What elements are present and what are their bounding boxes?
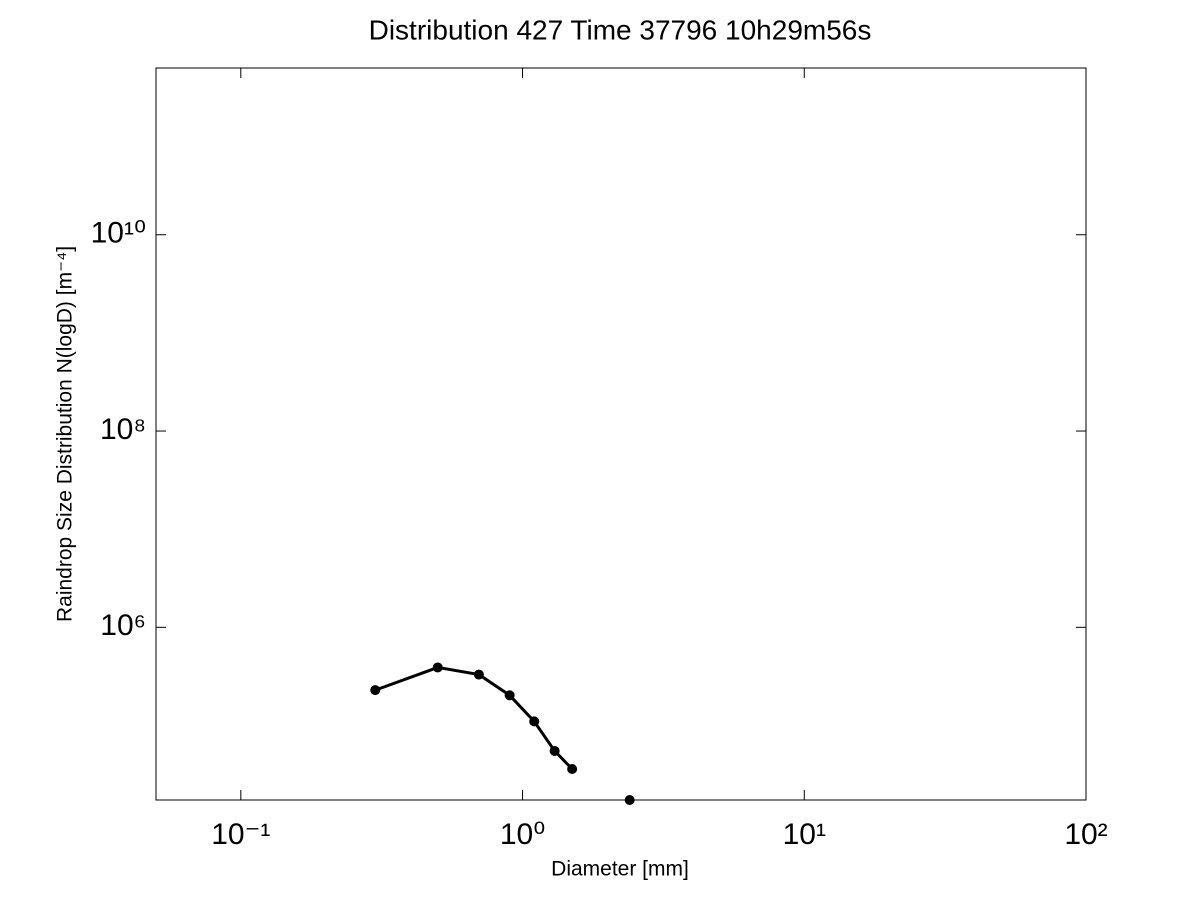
chart-title: Distribution 427 Time 37796 10h29m56s [369,14,872,45]
x-axis-label: Diameter [mm] [551,858,689,881]
data-point [549,745,560,756]
x-tick-label: 10⁻¹ [211,818,270,851]
data-point [432,662,443,673]
plot-frame [155,67,1087,801]
y-tick-label: 10¹⁰ [91,217,146,250]
y-axis-label: Raindrop Size Distribution N(logD) [m⁻⁴] [54,246,77,622]
x-tick-label: 10⁰ [500,818,545,851]
data-point [370,685,381,696]
y-tick-label: 10⁶ [100,609,146,642]
data-point [567,764,578,775]
y-tick-label: 10⁸ [100,413,146,446]
data-point [504,690,515,701]
x-tick-label: 10¹ [783,818,826,851]
data-point [529,716,540,727]
x-tick-label: 10² [1064,818,1107,851]
data-point [473,669,484,680]
data-point [624,795,635,805]
